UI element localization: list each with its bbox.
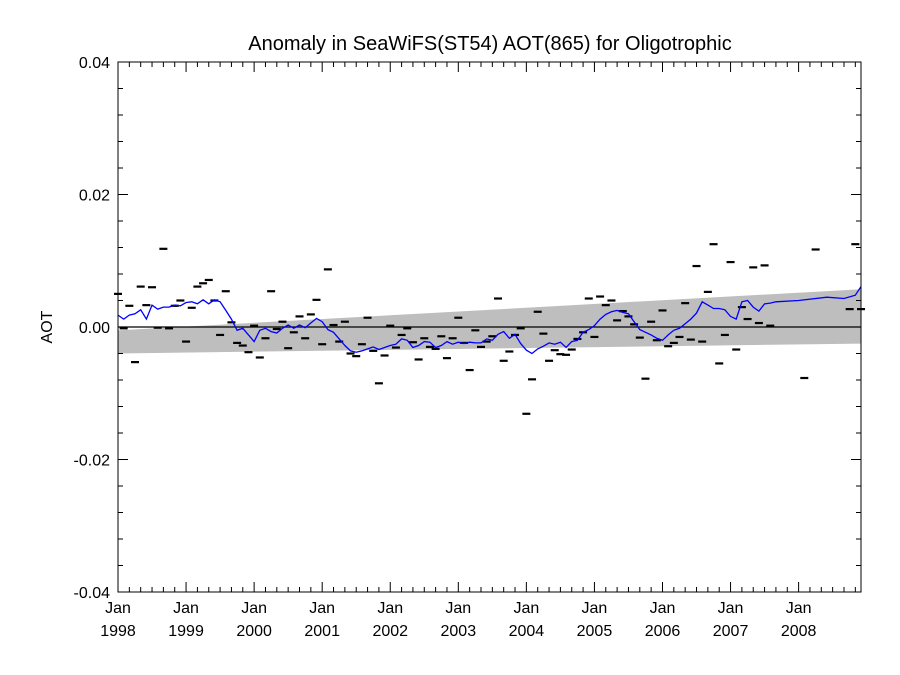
x-tick-month-label: Jan xyxy=(241,600,267,617)
y-tick-labels: 0.04 0.02 0.00 -0.02 -0.04 xyxy=(74,55,111,602)
y-tick-label: 0.04 xyxy=(79,55,110,72)
x-tick-year-label: 2007 xyxy=(713,623,749,640)
x-tick-year-label: 1999 xyxy=(168,623,204,640)
y-tick-label: 0.00 xyxy=(79,320,110,337)
y-tick-label: -0.02 xyxy=(74,453,111,470)
x-tick-month-label: Jan xyxy=(173,600,199,617)
x-tick-month-label: Jan xyxy=(377,600,403,617)
y-tick-label: 0.02 xyxy=(79,188,110,205)
x-tick-month-label: Jan xyxy=(513,600,539,617)
x-tick-year-label: 2004 xyxy=(509,623,545,640)
x-tick-month-label: Jan xyxy=(309,600,335,617)
running-mean-line xyxy=(117,286,862,355)
x-tick-month-label: Jan xyxy=(105,600,131,617)
y-ticks xyxy=(118,61,861,593)
x-tick-year-label: 1998 xyxy=(100,623,136,640)
x-ticks xyxy=(117,62,856,592)
x-tick-month-label: Jan xyxy=(718,600,744,617)
y-tick-label: -0.04 xyxy=(74,585,111,602)
plot-area xyxy=(114,61,865,593)
x-tick-year-label: 2003 xyxy=(441,623,477,640)
x-tick-year-label: 2006 xyxy=(645,623,681,640)
x-tick-year-label: 2008 xyxy=(781,623,817,640)
x-tick-month-label: Jan xyxy=(582,600,608,617)
x-tick-year-label: 2005 xyxy=(577,623,613,640)
y-axis-label: AOT xyxy=(39,310,56,343)
chart-title: Anomaly in SeaWiFS(ST54) AOT(865) for Ol… xyxy=(248,33,732,55)
x-tick-year-label: 2002 xyxy=(372,623,408,640)
x-tick-month-label: Jan xyxy=(786,600,812,617)
x-tick-month-label: Jan xyxy=(445,600,471,617)
x-tick-year-label: 2000 xyxy=(236,623,272,640)
x-tick-month-label: Jan xyxy=(650,600,676,617)
x-tick-labels: Jan 1998 Jan 1999 Jan 2000 Jan 2001 Jan 2002 Jan 20… xyxy=(100,600,816,640)
x-tick-year-label: 2001 xyxy=(304,623,340,640)
